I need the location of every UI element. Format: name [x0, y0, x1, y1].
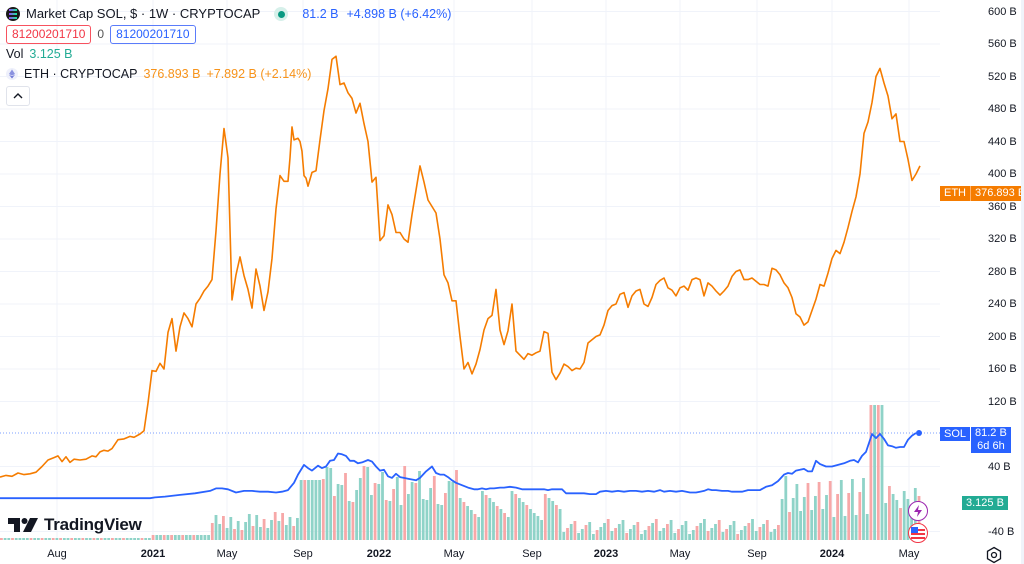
price-tick-label: 280 B — [988, 265, 1017, 278]
sol-series-line — [0, 432, 917, 500]
time-tick-label: May — [669, 548, 691, 560]
lightning-icon — [914, 505, 922, 517]
us-flag-icon — [911, 527, 925, 539]
sol-last-point — [916, 430, 922, 436]
chart-legend: Market Cap SOL, $ · 1W · CRYPTOCAP 81.2 … — [6, 4, 451, 106]
series-title: Market Cap SOL, $ · 1W · CRYPTOCAP — [26, 6, 261, 21]
time-tick-label: 2024 — [819, 548, 845, 560]
chevron-up-icon — [13, 93, 23, 99]
compare-symbol: ETH · CRYPTOCAP — [24, 67, 138, 81]
price-tick-label: 160 B — [988, 363, 1017, 375]
time-tick-label: Sep — [522, 548, 542, 560]
time-tick-label: Aug — [47, 548, 67, 560]
time-tick-label: May — [443, 548, 465, 560]
compare-series-legend[interactable]: ETH · CRYPTOCAP 376.893 B +7.892 B (+2.1… — [6, 64, 451, 84]
eth-price-badge: ETH 376.893 B — [940, 186, 1024, 201]
price-tick-label: 240 B — [988, 298, 1017, 310]
compare-value: 376.893 B — [143, 67, 201, 81]
sell-price-button[interactable]: 81200201710 — [6, 24, 92, 44]
price-tick-label: 360 B — [988, 200, 1017, 213]
event-lightning-marker[interactable] — [908, 501, 928, 521]
bar-countdown: 6d 6h — [977, 440, 1005, 452]
time-tick-label: 2022 — [366, 548, 392, 560]
price-tick-label: 40 B — [988, 460, 1011, 473]
price-axis[interactable]: 600 B 560 B 520 B 480 B 440 B 400 B 360 B 320 B… — [940, 0, 1024, 540]
chart-settings-icon[interactable] — [985, 546, 1003, 564]
volume-label: Vol — [6, 47, 24, 61]
ethereum-logo-icon — [6, 68, 18, 80]
tradingview-mark-icon — [8, 518, 38, 532]
volume-value: 3.125 B — [29, 47, 73, 61]
price-tick-label: 320 B — [988, 233, 1017, 245]
price-tick-label: 200 B — [988, 330, 1017, 343]
compare-change: +7.892 B (+2.14%) — [206, 67, 312, 81]
price-tick-label: 600 B — [988, 5, 1017, 18]
eth-badge-tag: ETH — [940, 186, 971, 201]
right-edge — [1021, 0, 1024, 564]
price-tick-label: 480 B — [988, 103, 1017, 115]
price-tick-label: 120 B — [988, 395, 1017, 408]
volume-legend[interactable]: Vol 3.125 B — [6, 44, 451, 64]
spread-value: 0 — [97, 27, 105, 41]
sol-badge-tag: SOL — [940, 427, 971, 441]
market-open-status-icon — [274, 7, 289, 21]
eth-badge-value: 376.893 B — [971, 186, 1024, 201]
solana-logo-icon — [6, 7, 20, 21]
tradingview-wordmark: TradingView — [44, 515, 142, 534]
price-tick-label: -40 B — [988, 525, 1015, 538]
price-tick-label: 400 B — [988, 168, 1017, 180]
time-tick-label: May — [216, 548, 238, 560]
time-tick-label: 2021 — [140, 548, 166, 560]
price-tick-label: 440 B — [988, 135, 1017, 148]
volume-badge: 3.125 B — [962, 496, 1008, 510]
time-tick-label: 2023 — [593, 548, 619, 560]
main-series-legend[interactable]: Market Cap SOL, $ · 1W · CRYPTOCAP 81.2 … — [6, 4, 451, 24]
sol-price-badge: SOL 81.2 B 6d 6h — [940, 427, 1011, 453]
bid-ask-row: 81200201710 0 81200201710 — [6, 24, 451, 44]
sol-badge-value-block: 81.2 B 6d 6h — [971, 427, 1011, 453]
time-tick-label: May — [898, 548, 920, 560]
time-tick-label: Sep — [293, 548, 313, 560]
time-tick-label: Sep — [747, 548, 767, 560]
price-tick-label: 560 B — [988, 38, 1017, 50]
price-tick-label: 520 B — [988, 70, 1017, 83]
collapse-legend-button[interactable] — [6, 86, 30, 106]
buy-price-button[interactable]: 81200201710 — [110, 24, 196, 44]
tradingview-logo[interactable]: TradingView — [8, 515, 142, 535]
series-change: +4.898 B (+6.42%) — [346, 7, 452, 21]
sol-badge-value: 81.2 B — [975, 427, 1007, 439]
series-price: 81.2 B — [302, 7, 339, 21]
economic-event-marker[interactable] — [908, 523, 928, 543]
eth-series-line — [0, 55, 921, 478]
